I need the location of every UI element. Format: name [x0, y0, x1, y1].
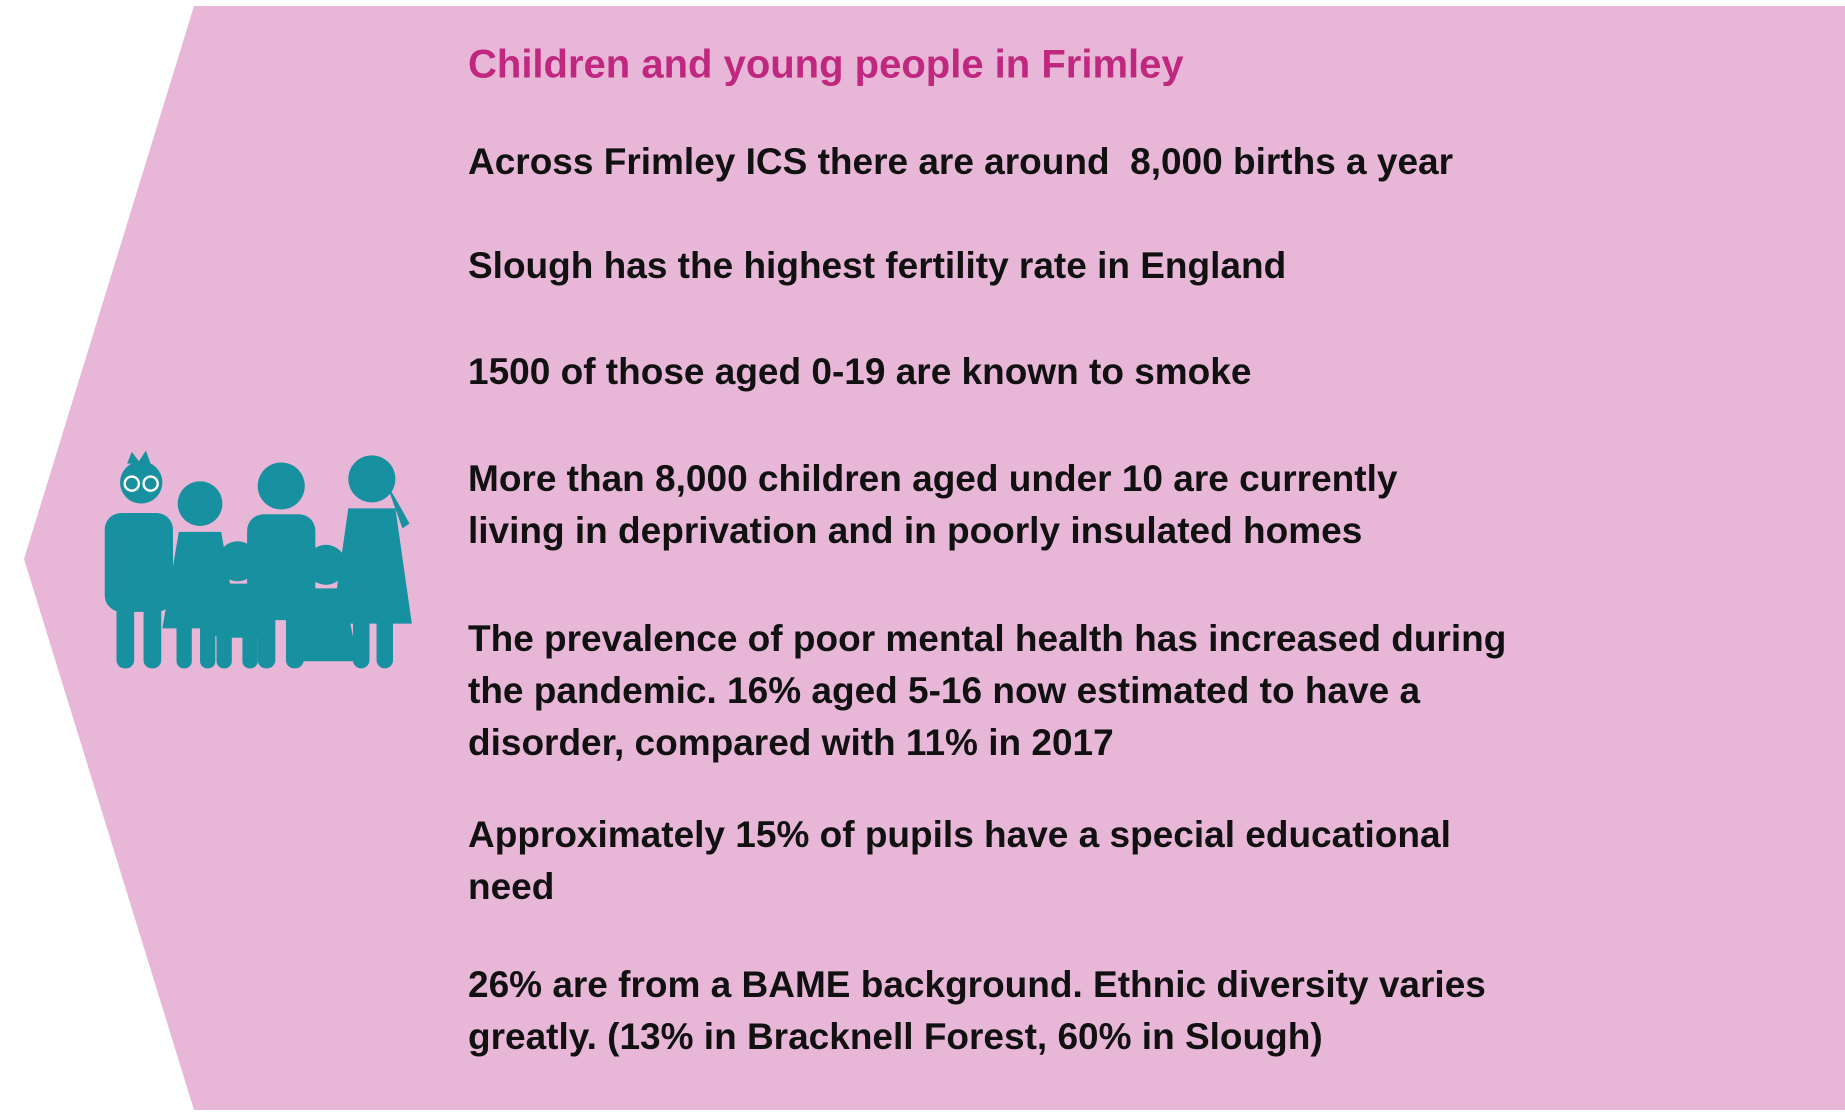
fact-line: Across Frimley ICS there are around 8,00…: [468, 141, 1453, 182]
fact-line: Approximately 15% of pupils have a speci…: [468, 814, 1451, 855]
fact-line: Slough has the highest fertility rate in…: [468, 245, 1286, 286]
fact-line: 1500 of those aged 0-19 are known to smo…: [468, 351, 1251, 392]
family-icon: [104, 450, 412, 669]
fact-line: 26% are from a BAME background. Ethnic d…: [468, 964, 1486, 1005]
fact-line: the pandemic. 16% aged 5-16 now estimate…: [468, 670, 1420, 711]
title: Children and young people in Frimley: [468, 43, 1184, 87]
fact-line: More than 8,000 children aged under 10 a…: [468, 458, 1398, 499]
fact-line: greatly. (13% in Bracknell Forest, 60% i…: [468, 1016, 1323, 1057]
fact-list: Across Frimley ICS there are around 8,00…: [468, 141, 1506, 1057]
fact-line: need: [468, 866, 554, 907]
fact-line: disorder, compared with 11% in 2017: [468, 722, 1114, 763]
background-shape: [24, 6, 1845, 1110]
fact-line: The prevalence of poor mental health has…: [468, 618, 1506, 659]
fact-line: living in deprivation and in poorly insu…: [468, 510, 1362, 551]
